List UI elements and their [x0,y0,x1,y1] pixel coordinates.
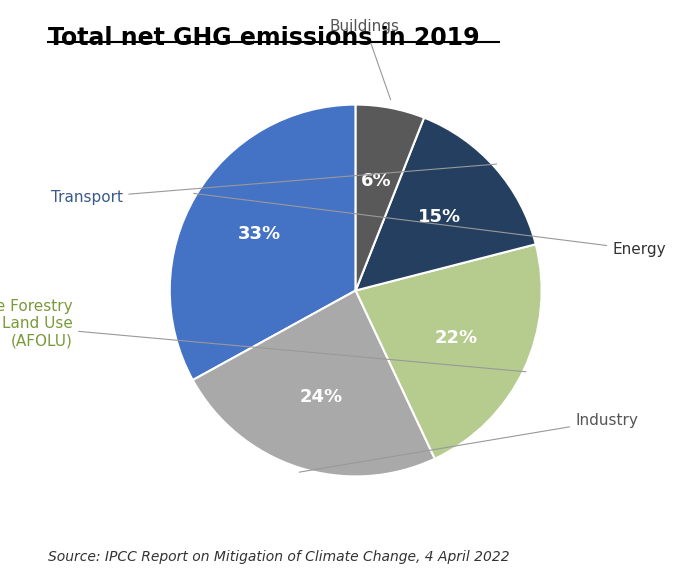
Text: 22%: 22% [435,329,478,347]
Text: Transport: Transport [51,164,497,205]
Wedge shape [356,105,424,290]
Wedge shape [356,244,542,459]
Text: Energy: Energy [194,193,666,257]
Wedge shape [356,117,536,290]
Text: 6%: 6% [361,172,392,190]
Text: Total net GHG emissions in 2019: Total net GHG emissions in 2019 [48,26,479,50]
Text: 24%: 24% [300,388,343,406]
Text: Industry: Industry [299,413,638,472]
Text: 33%: 33% [238,225,281,243]
Text: Agriculture Forestry
and Other Land Use
(AFOLU): Agriculture Forestry and Other Land Use … [0,299,526,372]
Wedge shape [193,290,435,476]
Text: 15%: 15% [418,208,461,226]
Text: Buildings: Buildings [330,19,400,100]
Wedge shape [170,105,356,380]
Text: Source: IPCC Report on Mitigation of Climate Change, 4 April 2022: Source: IPCC Report on Mitigation of Cli… [48,550,510,564]
